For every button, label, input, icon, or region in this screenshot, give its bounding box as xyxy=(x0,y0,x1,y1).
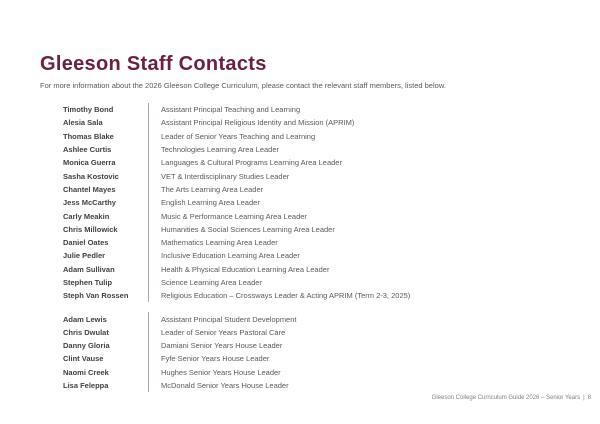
table-row: Sasha Kostovic VET & Interdisciplinary S… xyxy=(63,169,410,183)
staff-role: Inclusive Education Learning Area Leader xyxy=(148,249,300,263)
staff-name: Ashlee Curtis xyxy=(63,145,112,155)
staff-role: Assistant Principal Student Development xyxy=(148,312,297,326)
table-row: Julie Pedler Inclusive Education Learnin… xyxy=(63,249,410,263)
staff-name: Carly Meakin xyxy=(63,211,110,221)
staff-role: Assistant Principal Teaching and Learnin… xyxy=(148,103,300,117)
staff-name: Stephen Tulip xyxy=(63,278,113,287)
staff-role: Health & Physical Education Learning Are… xyxy=(148,262,329,276)
table-row: Timothy Bond Assistant Principal Teachin… xyxy=(63,103,410,117)
staff-name: Chantel Mayes xyxy=(63,184,116,194)
staff-name: Danny Gloria xyxy=(63,341,110,351)
staff-name: Monica Guerra xyxy=(63,158,116,168)
staff-contact-tables: Timothy Bond Assistant Principal Teachin… xyxy=(63,103,410,402)
table-row: Carly Meakin Music & Performance Learnin… xyxy=(63,209,410,223)
table-row: Thomas Blake Leader of Senior Years Teac… xyxy=(63,129,410,143)
staff-role: McDonald Senior Years House Leader xyxy=(148,378,289,393)
staff-role: Leader of Senior Years Pastoral Care xyxy=(148,325,285,340)
staff-role: Mathematics Learning Area Leader xyxy=(148,235,278,250)
staff-role: Hughes Senior Years House Leader xyxy=(148,365,281,379)
table-row: Lisa Feleppa McDonald Senior Years House… xyxy=(63,378,410,393)
staff-name: Timothy Bond xyxy=(63,105,114,115)
staff-role: Science Learning Area Leader xyxy=(148,275,262,290)
staff-table-curriculum: Timothy Bond Assistant Principal Teachin… xyxy=(63,103,410,303)
staff-role: The Arts Learning Area Leader xyxy=(148,182,263,197)
table-row: Monica Guerra Languages & Cultural Progr… xyxy=(63,156,410,170)
table-row: Daniel Oates Mathematics Learning Area L… xyxy=(63,235,410,250)
staff-name: Clint Vause xyxy=(63,354,104,364)
staff-role: Damiani Senior Years House Leader xyxy=(148,339,282,353)
staff-name: Daniel Oates xyxy=(63,238,109,248)
footer-separator: | xyxy=(583,395,585,401)
table-row: Chris Millowick Humanities & Social Scie… xyxy=(63,222,410,236)
page-footer: Gleeson College Curriculum Guide 2026 – … xyxy=(432,395,591,401)
staff-table-pastoral: Adam Lewis Assistant Principal Student D… xyxy=(63,312,410,393)
staff-role: Assistant Principal Religious Identity a… xyxy=(148,116,354,130)
staff-name: Adam Sullivan xyxy=(63,264,115,274)
table-row: Danny Gloria Damiani Senior Years House … xyxy=(63,339,410,353)
staff-role: Fyfe Senior Years House Leader xyxy=(148,352,269,366)
table-row: Steph Van Rossen Religious Education – C… xyxy=(63,289,410,303)
footer-page-number: 8 xyxy=(587,395,591,401)
staff-role: Languages & Cultural Programs Learning A… xyxy=(148,156,342,170)
table-row: Jess McCarthy English Learning Area Lead… xyxy=(63,196,410,210)
staff-name: Naomi Creek xyxy=(63,367,109,377)
table-row: Stephen Tulip Science Learning Area Lead… xyxy=(63,275,410,290)
staff-name: Adam Lewis xyxy=(63,314,107,324)
table-row: Clint Vause Fyfe Senior Years House Lead… xyxy=(63,352,410,366)
table-row: Adam Sullivan Health & Physical Educatio… xyxy=(63,262,410,276)
staff-name: Sasha Kostovic xyxy=(63,171,119,181)
footer-document-title: Gleeson College Curriculum Guide 2026 – … xyxy=(431,395,581,401)
staff-name: Jess McCarthy xyxy=(63,198,116,208)
staff-name: Alesia Sala xyxy=(63,118,103,128)
staff-role: Religious Education – Crossways Leader &… xyxy=(148,289,410,303)
intro-text: For more information about the 2026 Glee… xyxy=(40,81,446,90)
staff-role: VET & Interdisciplinary Studies Leader xyxy=(148,169,289,183)
staff-name: Lisa Feleppa xyxy=(63,381,109,391)
table-row: Alesia Sala Assistant Principal Religiou… xyxy=(63,116,410,130)
staff-name: Julie Pedler xyxy=(63,251,106,261)
staff-name: Chris Dwulat xyxy=(63,327,109,337)
staff-role: Humanities & Social Sciences Learning Ar… xyxy=(148,222,335,236)
staff-name: Steph Van Rossen xyxy=(63,291,129,301)
page-title: Gleeson Staff Contacts xyxy=(40,53,267,75)
staff-role: Music & Performance Learning Area Leader xyxy=(148,209,307,223)
staff-name: Chris Millowick xyxy=(63,224,118,234)
table-row: Ashlee Curtis Technologies Learning Area… xyxy=(63,142,410,157)
staff-name: Thomas Blake xyxy=(63,131,114,141)
staff-role: Technologies Learning Area Leader xyxy=(148,142,279,157)
table-row: Naomi Creek Hughes Senior Years House Le… xyxy=(63,365,410,379)
table-row: Chantel Mayes The Arts Learning Area Lea… xyxy=(63,182,410,197)
staff-role: English Learning Area Leader xyxy=(148,196,260,210)
table-row: Adam Lewis Assistant Principal Student D… xyxy=(63,312,410,326)
staff-role: Leader of Senior Years Teaching and Lear… xyxy=(148,129,315,143)
table-row: Chris Dwulat Leader of Senior Years Past… xyxy=(63,325,410,340)
